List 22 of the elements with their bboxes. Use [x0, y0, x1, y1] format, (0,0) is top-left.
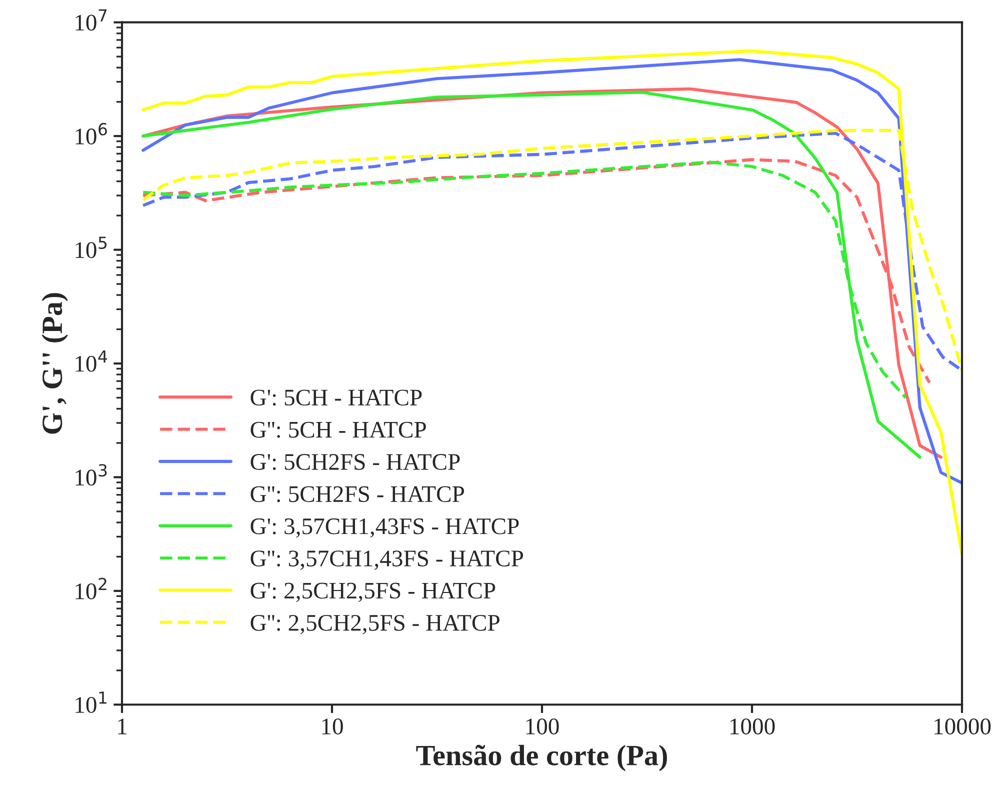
legend-label: G': 5CH - HATCP [250, 390, 422, 406]
y-tick-label: 10$^{1}$ [76, 692, 106, 713]
legend-label: G': 5CH2FS - HATCP [250, 454, 460, 470]
x-tick-label: 100 [526, 718, 559, 734]
y-tick-label: 10$^{4}$ [76, 350, 108, 372]
x-axis-title: Tensão de corte (Pa) [416, 744, 667, 772]
x-tick-label: 10000 [934, 718, 991, 734]
legend-label: G'': 5CH2FS - HATCP [250, 486, 464, 502]
legend-label: G': 2,5CH2,5FS - HATCP [250, 582, 496, 602]
y-tick-label: 10$^{7}$ [76, 9, 107, 31]
legend-label: G'': 2,5CH2,5FS - HATCP [250, 614, 500, 634]
y-tick-label: 10$^{2}$ [76, 578, 106, 600]
legend-label: G': 3,57CH1,43FS - HATCP [250, 518, 519, 538]
x-tick-label: 1 [118, 718, 126, 734]
x-tick-label: 10 [322, 718, 343, 734]
y-axis-title: G', G'' (Pa) [42, 293, 68, 434]
y-tick-label: 10$^{5}$ [76, 236, 107, 258]
x-tick-label: 1000 [730, 718, 775, 734]
y-tick-label: 10$^{6}$ [76, 122, 107, 144]
legend-label: G'': 5CH - HATCP [250, 422, 426, 438]
y-tick-label: 10$^{3}$ [76, 464, 107, 486]
legend-label: G'': 3,57CH1,43FS - HATCP [250, 550, 523, 570]
